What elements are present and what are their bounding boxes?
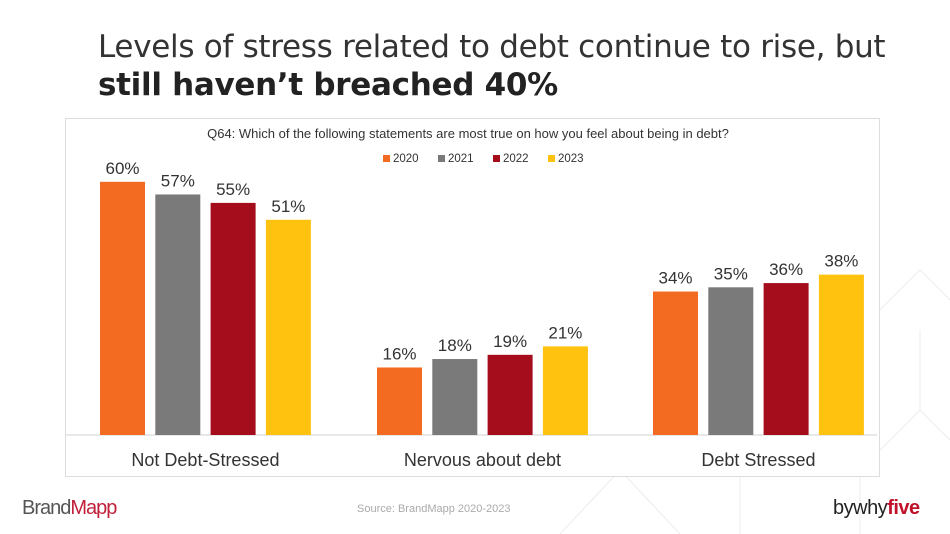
data-label-2021-1: 18%: [438, 336, 472, 355]
bar-2022-0: [210, 202, 256, 435]
legend-swatch-2023: [548, 155, 555, 162]
source-note: Source: BrandMapp 2020-2023: [357, 503, 511, 515]
bar-2023-0: [265, 219, 311, 435]
data-label-2022-0: 55%: [216, 180, 250, 199]
data-label-2023-2: 38%: [824, 252, 858, 271]
bywhyfive-logo: bywhyfive: [833, 497, 920, 519]
bar-2020-1: [377, 367, 422, 435]
bar-2023-1: [542, 346, 588, 435]
bar-2022-1: [487, 354, 533, 435]
legend-label-2022: 2022: [503, 153, 529, 165]
data-label-2022-2: 36%: [769, 260, 803, 279]
bar-2023-2: [818, 274, 864, 435]
category-label-2: Debt Stressed: [701, 450, 815, 470]
bar-2020-2: [653, 291, 698, 435]
data-label-2020-0: 60%: [105, 159, 139, 178]
category-label-1: Nervous about debt: [404, 450, 561, 470]
data-label-2020-2: 34%: [658, 269, 692, 288]
legend-label-2023: 2023: [558, 153, 584, 165]
data-label-2023-1: 21%: [548, 323, 582, 342]
data-label-2022-1: 19%: [493, 332, 527, 351]
page-title: Levels of stress related to debt continu…: [98, 28, 950, 104]
chart-title: Q64: Which of the following statements a…: [207, 126, 729, 141]
bar-2020-0: [100, 181, 145, 435]
data-label-2021-0: 57%: [161, 171, 195, 190]
bar-2021-1: [432, 359, 478, 435]
brandmapp-logo: BrandMapp: [22, 497, 117, 519]
legend-swatch-2020: [383, 155, 390, 162]
bar-2021-0: [155, 194, 201, 435]
legend-label-2020: 2020: [393, 153, 419, 165]
bar-2021-2: [708, 287, 754, 435]
category-label-0: Not Debt-Stressed: [131, 450, 279, 470]
title-bold: still haven’t breached 40%: [98, 67, 558, 103]
data-label-2020-1: 16%: [382, 344, 416, 363]
title-normal: Levels of stress related to debt continu…: [98, 29, 886, 65]
legend-swatch-2022: [493, 155, 500, 162]
legend-label-2021: 2021: [448, 153, 474, 165]
data-label-2023-0: 51%: [271, 197, 305, 216]
bar-2022-2: [763, 283, 809, 435]
data-label-2021-2: 35%: [714, 264, 748, 283]
legend-swatch-2021: [438, 155, 445, 162]
